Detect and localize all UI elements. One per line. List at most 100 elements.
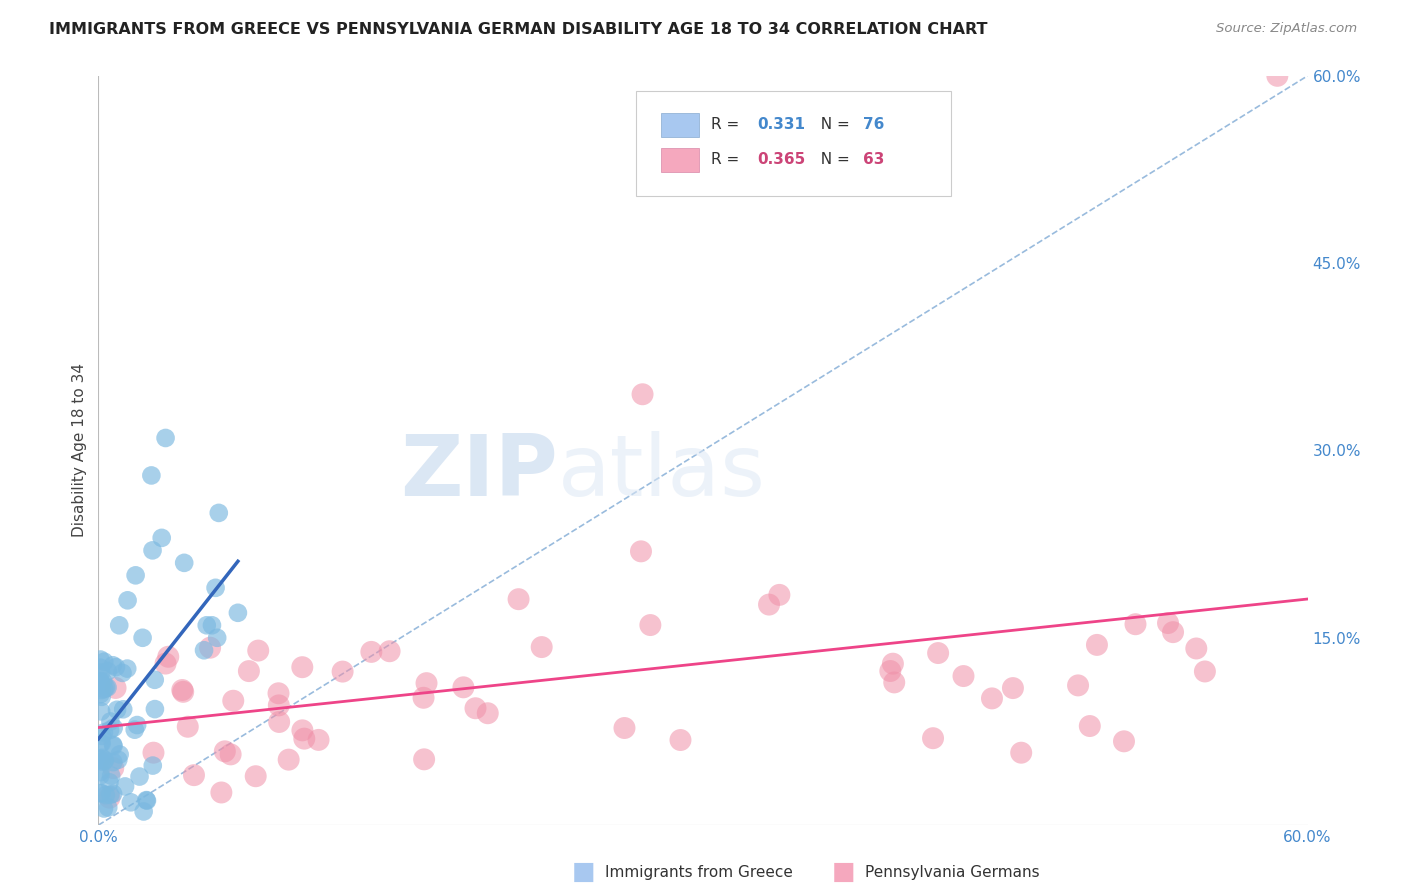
Pennsylvania Germans bbox=[219, 747, 242, 762]
Immigrants from Greece bbox=[142, 758, 165, 772]
Text: Immigrants from Greece: Immigrants from Greece bbox=[605, 865, 793, 880]
Immigrants from Greece bbox=[91, 751, 114, 765]
Pennsylvania Germans bbox=[413, 752, 436, 766]
Immigrants from Greece bbox=[97, 800, 120, 814]
Immigrants from Greece bbox=[201, 618, 224, 632]
Text: 0.331: 0.331 bbox=[758, 117, 806, 132]
Pennsylvania Germans bbox=[183, 768, 205, 782]
Immigrants from Greece bbox=[107, 753, 129, 767]
Pennsylvania Germans bbox=[508, 592, 530, 607]
Pennsylvania Germans bbox=[103, 761, 125, 775]
Pennsylvania Germans bbox=[209, 785, 232, 799]
Immigrants from Greece bbox=[141, 543, 163, 558]
Pennsylvania Germans bbox=[882, 657, 904, 671]
Pennsylvania Germans bbox=[378, 644, 401, 658]
Pennsylvania Germans bbox=[177, 720, 200, 734]
Text: IMMIGRANTS FROM GREECE VS PENNSYLVANIA GERMAN DISABILITY AGE 18 TO 34 CORRELATIO: IMMIGRANTS FROM GREECE VS PENNSYLVANIA G… bbox=[49, 22, 987, 37]
Immigrants from Greece bbox=[96, 681, 118, 695]
Immigrants from Greece bbox=[90, 736, 112, 750]
Immigrants from Greece bbox=[205, 631, 228, 645]
Immigrants from Greece bbox=[94, 681, 117, 695]
Pennsylvania Germans bbox=[245, 769, 267, 783]
Immigrants from Greece bbox=[89, 768, 111, 782]
Pennsylvania Germans bbox=[1157, 615, 1180, 630]
Immigrants from Greece bbox=[143, 673, 166, 687]
Immigrants from Greece bbox=[100, 714, 122, 729]
Pennsylvania Germans bbox=[267, 686, 290, 700]
Immigrants from Greece bbox=[98, 788, 121, 802]
Pennsylvania Germans bbox=[172, 685, 194, 699]
Immigrants from Greece bbox=[89, 687, 111, 701]
Pennsylvania Germans bbox=[291, 723, 314, 738]
Immigrants from Greece bbox=[101, 787, 124, 801]
Pennsylvania Germans bbox=[198, 640, 221, 655]
Immigrants from Greece bbox=[97, 664, 120, 678]
Immigrants from Greece bbox=[90, 705, 112, 719]
Pennsylvania Germans bbox=[172, 683, 194, 698]
Y-axis label: Disability Age 18 to 34: Disability Age 18 to 34 bbox=[72, 363, 87, 538]
Pennsylvania Germans bbox=[883, 675, 905, 690]
Pennsylvania Germans bbox=[758, 598, 780, 612]
Immigrants from Greece bbox=[108, 747, 131, 762]
Immigrants from Greece bbox=[108, 618, 131, 632]
Pennsylvania Germans bbox=[214, 744, 236, 758]
Pennsylvania Germans bbox=[1185, 641, 1208, 656]
Text: N =: N = bbox=[811, 117, 855, 132]
Immigrants from Greece bbox=[104, 660, 127, 674]
Immigrants from Greece bbox=[105, 703, 128, 717]
Immigrants from Greece bbox=[120, 795, 142, 809]
Immigrants from Greece bbox=[89, 765, 111, 780]
Immigrants from Greece bbox=[226, 606, 249, 620]
Immigrants from Greece bbox=[89, 661, 111, 675]
Text: ZIP: ZIP bbox=[401, 432, 558, 515]
Text: R =: R = bbox=[711, 153, 745, 167]
Immigrants from Greece bbox=[101, 738, 124, 752]
Pennsylvania Germans bbox=[1161, 625, 1184, 640]
Immigrants from Greece bbox=[103, 755, 125, 769]
Immigrants from Greece bbox=[103, 721, 125, 735]
Text: atlas: atlas bbox=[558, 432, 766, 515]
Immigrants from Greece bbox=[89, 786, 111, 800]
Immigrants from Greece bbox=[91, 674, 114, 689]
Pennsylvania Germans bbox=[415, 676, 437, 690]
Immigrants from Greece bbox=[93, 682, 115, 697]
Immigrants from Greece bbox=[155, 431, 177, 445]
Pennsylvania Germans bbox=[952, 669, 974, 683]
Pennsylvania Germans bbox=[412, 690, 434, 705]
Text: ■: ■ bbox=[832, 861, 855, 884]
Text: N =: N = bbox=[811, 153, 855, 167]
FancyBboxPatch shape bbox=[637, 91, 950, 195]
Immigrants from Greece bbox=[131, 631, 153, 645]
Immigrants from Greece bbox=[150, 531, 173, 545]
Immigrants from Greece bbox=[143, 702, 166, 716]
Pennsylvania Germans bbox=[332, 665, 354, 679]
Immigrants from Greece bbox=[98, 723, 121, 737]
Pennsylvania Germans bbox=[1112, 734, 1135, 748]
Pennsylvania Germans bbox=[238, 664, 260, 678]
Pennsylvania Germans bbox=[927, 646, 949, 660]
Immigrants from Greece bbox=[204, 581, 226, 595]
Pennsylvania Germans bbox=[98, 790, 121, 805]
Immigrants from Greece bbox=[141, 468, 163, 483]
Pennsylvania Germans bbox=[1194, 665, 1216, 679]
Pennsylvania Germans bbox=[1125, 617, 1147, 632]
Pennsylvania Germans bbox=[464, 701, 486, 715]
Text: Source: ZipAtlas.com: Source: ZipAtlas.com bbox=[1216, 22, 1357, 36]
Immigrants from Greece bbox=[89, 674, 111, 689]
Pennsylvania Germans bbox=[269, 714, 291, 729]
Immigrants from Greece bbox=[98, 775, 121, 789]
Pennsylvania Germans bbox=[1001, 681, 1024, 695]
Immigrants from Greece bbox=[117, 593, 139, 607]
Immigrants from Greece bbox=[195, 618, 218, 632]
Pennsylvania Germans bbox=[631, 387, 654, 401]
Pennsylvania Germans bbox=[1067, 678, 1090, 692]
Immigrants from Greece bbox=[132, 805, 155, 819]
Pennsylvania Germans bbox=[530, 640, 553, 654]
Text: 76: 76 bbox=[863, 117, 884, 132]
Pennsylvania Germans bbox=[613, 721, 636, 735]
Immigrants from Greece bbox=[91, 729, 114, 743]
Immigrants from Greece bbox=[112, 702, 135, 716]
Immigrants from Greece bbox=[93, 801, 115, 815]
Pennsylvania Germans bbox=[1010, 746, 1032, 760]
Immigrants from Greece bbox=[114, 780, 136, 794]
